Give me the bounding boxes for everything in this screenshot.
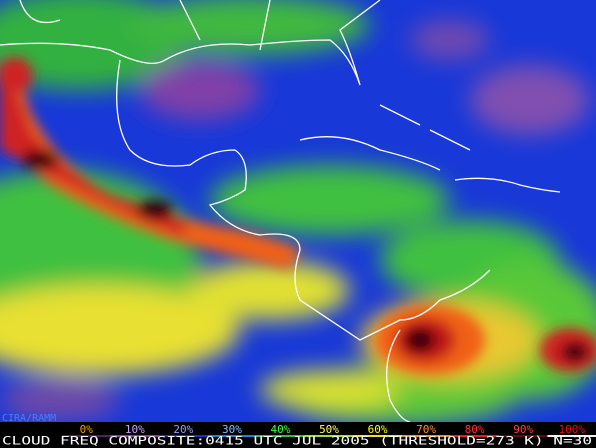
colorbar-segment xyxy=(498,423,548,435)
colorbar-swatch xyxy=(159,435,209,437)
colorbar-label: 80% xyxy=(465,423,485,436)
colorbar-segment xyxy=(62,423,112,435)
colorbar-segment xyxy=(110,423,160,435)
colorbar-segment xyxy=(547,423,596,435)
colorbar-swatch xyxy=(110,435,160,437)
colorbar-label: 10% xyxy=(125,423,145,436)
colorbar-segment xyxy=(401,423,451,435)
colorbar-swatch xyxy=(450,435,500,437)
colorbar-swatch xyxy=(401,435,451,437)
colorbar-label: 70% xyxy=(416,423,436,436)
colorbar-label: 50% xyxy=(319,423,339,436)
caption: CLOUD FREQ COMPOSITE:0415 UTC JUL 2005 (… xyxy=(2,434,592,448)
source-label: CIRA/RAMM xyxy=(2,413,56,424)
colorbar-segment xyxy=(256,423,306,435)
colorbar-swatch xyxy=(547,435,596,437)
colorbar-label: 60% xyxy=(368,423,388,436)
colorbar-segment xyxy=(159,423,209,435)
colorbar-label: 20% xyxy=(173,423,193,436)
colorbar-swatch xyxy=(304,435,354,437)
colorbar: 0% 10% 20% 30% 40% 50% 60% 70% 80% 90% 100% xyxy=(62,423,596,437)
colorbar-label: 100% xyxy=(558,423,585,436)
coastlines xyxy=(0,0,561,422)
colorbar-segment xyxy=(450,423,500,435)
colorbar-swatch xyxy=(62,435,112,437)
colorbar-segment xyxy=(207,423,257,435)
colorbar-label: 90% xyxy=(513,423,533,436)
colorbar-label: 40% xyxy=(271,423,291,436)
colorbar-swatch xyxy=(353,435,403,437)
colorbar-segment xyxy=(353,423,403,435)
colorbar-label: 30% xyxy=(222,423,242,436)
colorbar-swatch xyxy=(498,435,548,437)
colorbar-swatch xyxy=(256,435,306,437)
colorbar-label: 0% xyxy=(80,423,94,436)
colorbar-swatch xyxy=(207,435,257,437)
cloud-frequency-field xyxy=(0,0,596,422)
colorbar-segment xyxy=(304,423,354,435)
